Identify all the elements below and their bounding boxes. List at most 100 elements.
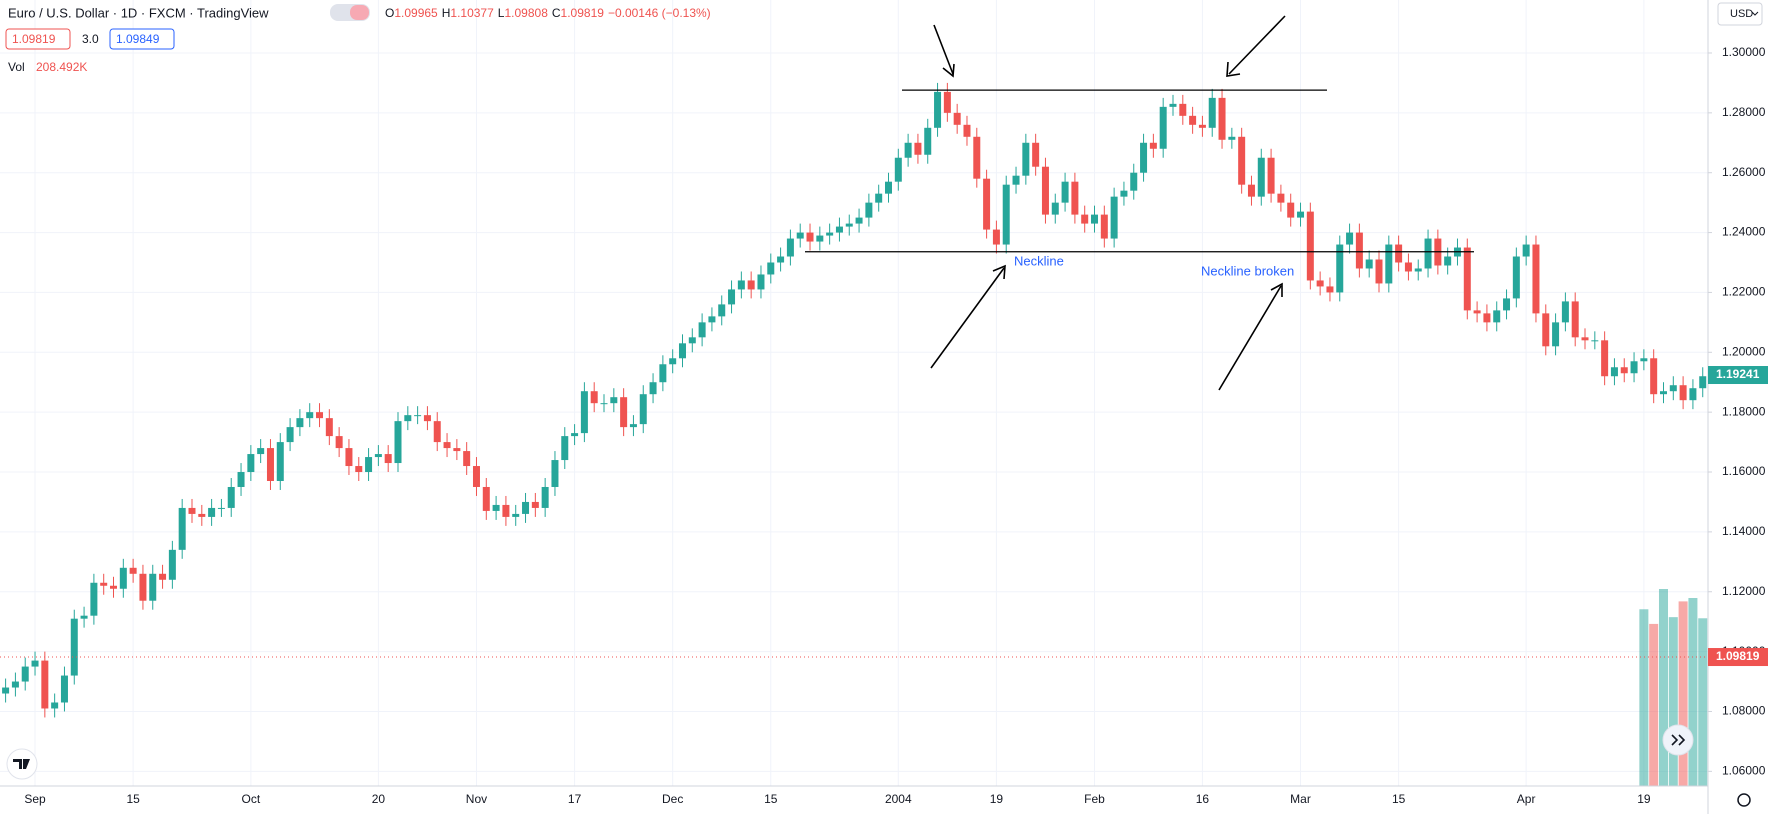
settings[interactable] [1737,793,1751,807]
candle-body [865,202,873,218]
y-tick-label: 1.16000 [1722,464,1766,478]
candle-body [629,424,637,428]
y-tick-label: 1.20000 [1722,344,1766,358]
candle-body [1375,259,1383,284]
candle-body [384,454,392,464]
candle-body [1149,142,1157,149]
candle-body [463,451,471,467]
candle-body [659,364,667,383]
candle-body [1297,211,1305,218]
volume [1639,589,1708,786]
candle-body [139,573,147,601]
candle-body [1581,337,1589,341]
price-tag-label: 1.09819 [1716,649,1760,663]
candle-body [1414,268,1422,272]
candle-body [1012,175,1020,185]
candle-body [247,454,255,473]
candle-body [60,675,68,703]
candle-body [806,232,814,242]
ohlc-legend: O 1.09965 H 1.10377 L 1.09808 C 1.09819 −0.00146… [385,6,711,20]
candle-body [129,567,137,574]
arrow [930,267,1005,369]
candle-body [1326,286,1334,293]
currency-button[interactable] [1717,2,1763,26]
candle-body [1198,124,1206,128]
candle-body [1561,301,1569,323]
volume-bar [1678,601,1688,786]
x-tick-label: 19 [1637,792,1651,806]
candle-body [355,466,363,473]
candle-body [1306,211,1314,281]
candle-body [472,466,480,487]
candle-body [816,235,824,242]
candle-body [1659,391,1667,395]
candle-body [80,615,88,619]
candle-body [992,229,1000,245]
candle-body [571,433,579,437]
candle-body [1277,193,1285,203]
candle-body [1316,280,1324,287]
volume-title: Vol [8,60,25,74]
candle-body [1238,136,1246,185]
indicator-box [109,28,175,50]
scroll-icon[interactable] [1671,734,1686,746]
logo-mark[interactable] [13,759,30,769]
candle-body [1032,142,1040,167]
candle-body [688,337,696,344]
y-tick-label: 1.14000 [1722,524,1766,538]
candle-body [1689,388,1697,401]
candle-body [914,142,922,155]
candle-body [973,136,981,179]
candle-body [934,91,942,128]
indicator-boxes: 1.09819 3.0 1.09849 [5,28,175,50]
candle-body [590,391,598,404]
price-tag-label: 1.19241 [1716,367,1760,381]
candle-body [482,486,490,511]
toggle-knob[interactable] [350,5,369,20]
ohlc-value: 1.09965 [394,6,438,20]
candle-body [885,181,892,194]
currency-caret[interactable] [1751,11,1759,16]
candle-body [1620,367,1628,374]
candle-body [198,513,206,517]
candle-body [1444,256,1452,266]
candle-body [983,178,991,230]
overlay [0,89,1708,658]
y-tick-label: 1.30000 [1722,45,1766,59]
candle-body [531,501,539,508]
candle-body [875,193,883,203]
y-tick-label: 1.08000 [1722,704,1766,718]
candle-body [718,304,726,317]
volume-bar [1688,598,1698,786]
volume-bar [1649,623,1659,786]
indicator-value: 3.0 [82,32,99,46]
candle-body [1022,142,1030,176]
ohlc-value: 1.09819 [561,6,605,20]
x-tick-label: 15 [1392,792,1406,806]
candle-body [678,343,686,359]
candle-body [1512,256,1520,299]
candle-body [423,415,431,422]
currency[interactable]: USD [1730,8,1753,20]
candle-body [786,238,794,257]
candle-body [453,448,461,452]
candle-body [1395,244,1403,263]
candle-body [669,358,677,365]
ohlc-label: H [442,6,451,20]
ohlc-label: C [552,6,561,20]
candle-body [1532,244,1540,314]
candle-body [31,660,39,667]
candles [2,82,1707,718]
candle-body [649,382,657,395]
candle-body [1159,106,1167,149]
candle-body [1355,232,1363,269]
candle-body [325,418,333,437]
candle-body [767,262,775,275]
candle-body [620,397,628,428]
candle-body [443,442,451,449]
candle-body [1100,214,1108,239]
annotation: Neckline [1014,253,1064,268]
candle-body [1493,310,1501,323]
candle-body [845,223,853,227]
